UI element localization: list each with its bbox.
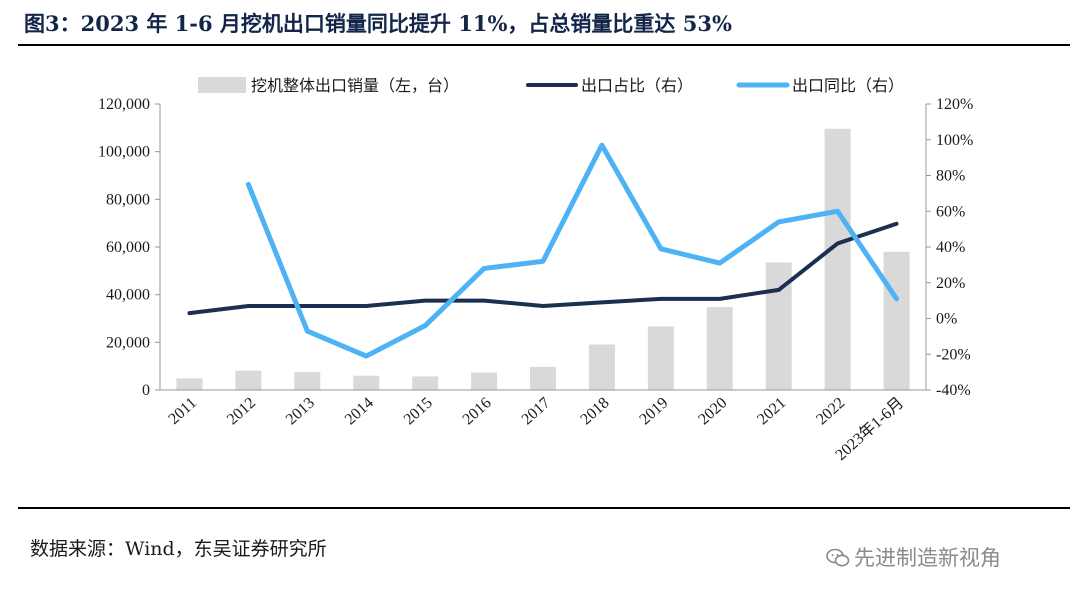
bar-2012 [235,370,262,390]
legend: 挖机整体出口销量（左，台） 出口占比（右） 出口同比（右） [198,76,904,95]
left-tick-label: 0 [142,382,150,399]
bottom-rule [18,507,1070,509]
x-tick-label: 2012 [224,394,259,428]
x-tick-label: 2021 [754,394,789,428]
left-tick-label: 120,000 [98,96,150,113]
combo-chart: 挖机整体出口销量（左，台） 出口占比（右） 出口同比（右） 0 20,000 40,00… [98,76,973,464]
right-tick-label: 20% [936,275,965,292]
right-tick-label: 80% [936,168,965,185]
x-tick-label: 2020 [695,394,730,428]
legend-label-yoy: 出口同比（右） [792,76,904,95]
right-tick-label: 120% [936,96,973,113]
right-tick-label: 60% [936,203,965,220]
bar-2017 [530,366,556,390]
watermark: 先进制造新视角 [826,542,1001,572]
right-tick-label: 0% [936,311,957,328]
left-tick-label: 40,000 [106,287,150,304]
legend-label-share: 出口占比（右） [581,76,693,95]
left-tick-label: 20,000 [106,334,150,351]
bar-2018 [588,344,615,390]
legend-label-bar: 挖机整体出口销量（左，台） [251,76,459,95]
left-tick-label: 80,000 [106,191,150,208]
x-tick-label: 2022 [813,394,848,428]
left-tick-label: 100,000 [98,144,150,161]
bar-2020 [706,307,733,390]
x-tick-label: 2019 [636,394,671,428]
bar-2016 [471,372,498,390]
yoy-line [245,142,900,359]
bar-2015 [412,376,439,390]
right-tick-label: -40% [936,382,971,399]
bar-2022 [824,128,851,390]
bar-2023年1-6月 [883,251,910,390]
legend-swatch-bar [198,77,246,93]
chart-title: 图3：2023 年 1-6 月挖机出口销量同比提升 11%，占总销量比重达 53… [24,11,732,36]
x-tick-label: 2017 [519,394,554,428]
bar-2014 [353,375,380,390]
x-tick-label: 2016 [460,394,495,428]
line-series [187,142,900,359]
bar-2013 [294,372,321,390]
x-tick-label: 2013 [283,394,318,428]
top-rule [18,44,1070,46]
right-tick-label: 100% [936,132,973,149]
x-tick-label: 2011 [165,394,200,428]
watermark-text: 先进制造新视角 [854,546,1001,570]
bar-series [176,128,910,390]
bar-2011 [176,378,203,390]
x-tick-label: 2018 [577,394,612,428]
right-tick-label: -20% [936,346,971,363]
right-tick-label: 40% [936,239,965,256]
bar-2019 [647,326,674,390]
x-tick-label: 2014 [342,394,377,428]
wechat-icon [826,548,850,567]
source-note: 数据来源：Wind，东吴证券研究所 [30,538,327,560]
left-tick-label: 60,000 [106,239,150,256]
x-tick-label: 2015 [401,394,436,428]
